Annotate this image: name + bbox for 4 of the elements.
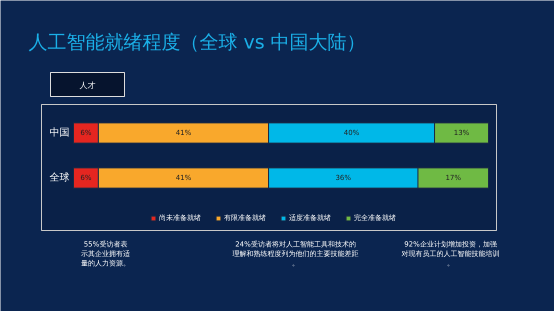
y-tick-label: 中国 [50,126,70,138]
y-tick-label: 全球 [50,172,70,184]
chart-subtitle: 人才 [80,81,96,90]
chart-title: 人工智能就绪程度（全球 vs 中国大陆） [28,32,366,54]
